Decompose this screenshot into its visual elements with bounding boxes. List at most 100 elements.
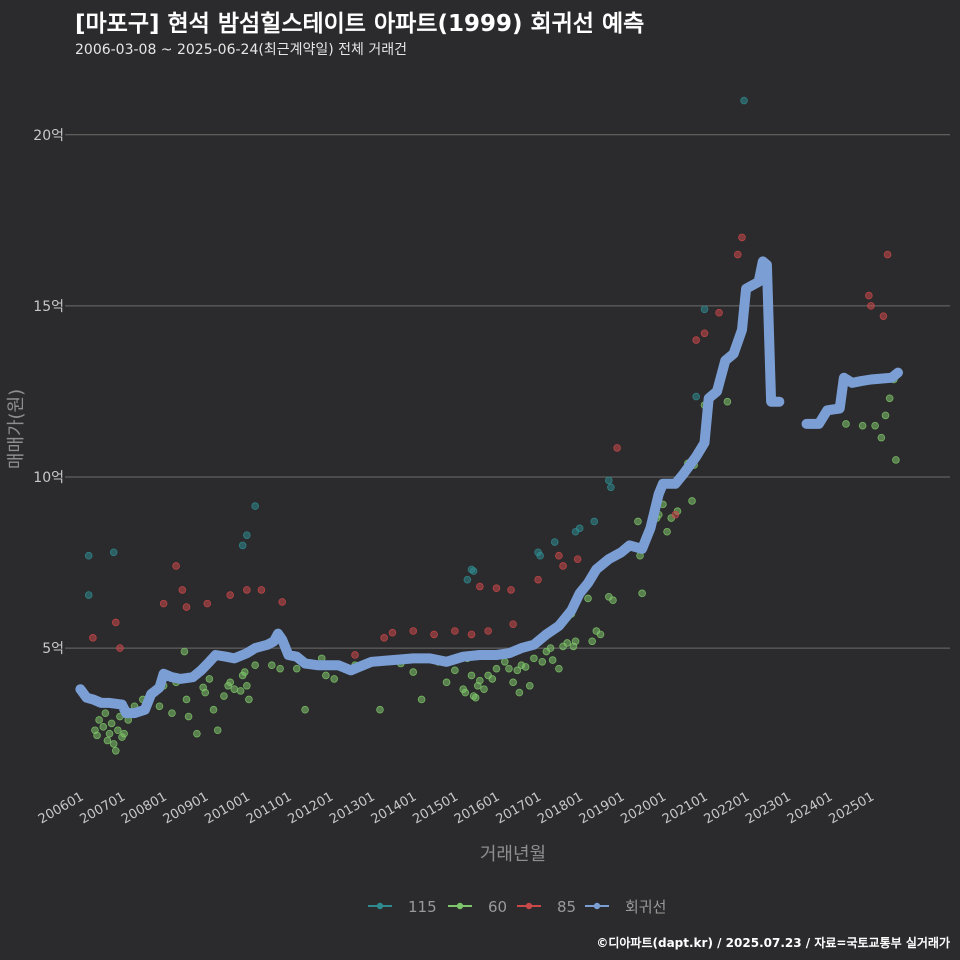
point-60 xyxy=(538,657,547,666)
point-60 xyxy=(563,639,572,647)
point-85 xyxy=(509,620,517,628)
legend-label: 85 xyxy=(557,898,576,916)
point-115 xyxy=(605,476,613,485)
point-60 xyxy=(663,527,671,536)
point-60 xyxy=(251,661,259,670)
point-85 xyxy=(226,591,234,599)
point-60 xyxy=(505,664,513,673)
point-60 xyxy=(515,688,524,697)
legend-item-회귀선: 회귀선 xyxy=(585,898,666,916)
point-60 xyxy=(205,675,214,683)
x-tick-label: 200601 xyxy=(36,789,86,827)
point-60 xyxy=(409,668,418,676)
point-60 xyxy=(492,664,501,673)
point-60 xyxy=(230,685,239,693)
point-60 xyxy=(596,630,605,639)
point-85 xyxy=(178,586,187,594)
point-115 xyxy=(536,551,544,560)
legend-label: 60 xyxy=(488,898,507,916)
point-60 xyxy=(114,726,122,735)
x-tick-label: 200801 xyxy=(119,789,169,827)
point-115 xyxy=(575,524,584,533)
point-115 xyxy=(109,548,118,557)
y-tick-label: 10억 xyxy=(33,470,64,486)
point-85 xyxy=(573,555,582,563)
point-60 xyxy=(103,736,112,745)
legend-item-85: 85 xyxy=(517,898,576,916)
point-85 xyxy=(507,586,515,594)
point-60 xyxy=(180,647,189,656)
x-axis-ticks: 2006012007012008012009012010012011012012… xyxy=(36,789,877,827)
point-115 xyxy=(692,392,700,401)
point-60 xyxy=(267,661,276,670)
point-115 xyxy=(84,551,93,560)
point-60 xyxy=(93,731,101,740)
point-60 xyxy=(509,678,517,687)
legend-swatch-dot xyxy=(456,902,464,910)
point-115 xyxy=(238,541,247,550)
x-tick-label: 202101 xyxy=(660,789,710,827)
point-85 xyxy=(492,584,501,593)
point-60 xyxy=(213,726,222,735)
point-85 xyxy=(243,586,251,594)
point-85 xyxy=(257,586,266,594)
point-60 xyxy=(634,517,642,526)
point-115 xyxy=(84,591,93,599)
x-tick-label: 201701 xyxy=(494,789,544,827)
legend: 115 60 85 회귀선 xyxy=(368,898,666,916)
point-60 xyxy=(442,678,451,687)
point-60 xyxy=(881,411,890,420)
x-tick-label: 201901 xyxy=(577,789,627,827)
point-60 xyxy=(111,746,120,755)
legend-swatch-dot xyxy=(525,902,533,910)
point-85 xyxy=(203,599,212,608)
point-85 xyxy=(559,562,567,570)
point-85 xyxy=(484,627,492,635)
point-85 xyxy=(879,312,888,320)
x-tick-label: 202501 xyxy=(826,789,876,827)
point-60 xyxy=(120,729,128,738)
point-60 xyxy=(546,644,555,652)
point-60 xyxy=(292,664,301,673)
point-60 xyxy=(858,421,867,430)
chart-title: [마포구] 현석 밤섬힐스테이트 아파트(1999) 회귀선 예측 xyxy=(75,11,645,37)
x-tick-label: 201301 xyxy=(327,789,377,827)
point-85 xyxy=(116,644,124,652)
source-caption: ©디아파트(dapt.kr) / 2025.07.23 / 자료=국토교통부 실… xyxy=(596,936,950,950)
point-85 xyxy=(111,618,120,627)
point-85 xyxy=(692,336,700,344)
regression-segment xyxy=(801,367,903,429)
chart-subtitle: 2006-03-08 ~ 2025-06-24(최근계약일) 전체 거래건 xyxy=(75,42,407,58)
y-tick-label: 20억 xyxy=(33,128,64,144)
point-60 xyxy=(168,709,176,717)
legend-swatch-dot xyxy=(376,902,384,910)
point-60 xyxy=(99,723,108,731)
point-60 xyxy=(184,712,193,721)
point-60 xyxy=(530,654,538,663)
legend-label: 115 xyxy=(408,898,437,916)
y-axis-ticks: 5억 10억 15억 20억 xyxy=(33,128,70,657)
point-85 xyxy=(451,627,459,635)
point-115 xyxy=(463,575,472,584)
x-tick-label: 202401 xyxy=(785,789,835,827)
point-60 xyxy=(513,666,522,675)
point-60 xyxy=(885,394,894,403)
x-tick-label: 201201 xyxy=(286,789,336,827)
point-60 xyxy=(193,729,201,738)
grid-lines xyxy=(70,134,950,649)
legend-label: 회귀선 xyxy=(625,898,666,916)
point-85 xyxy=(430,630,438,639)
point-60 xyxy=(555,664,563,673)
point-60 xyxy=(871,421,879,430)
point-85 xyxy=(613,444,621,452)
x-tick-label: 201801 xyxy=(535,789,585,827)
point-60 xyxy=(107,719,116,728)
point-85 xyxy=(555,551,563,560)
point-115 xyxy=(740,96,748,105)
point-85 xyxy=(867,302,875,310)
point-115 xyxy=(550,538,559,546)
point-60 xyxy=(330,675,339,683)
point-85 xyxy=(388,628,397,637)
point-85 xyxy=(182,603,191,611)
